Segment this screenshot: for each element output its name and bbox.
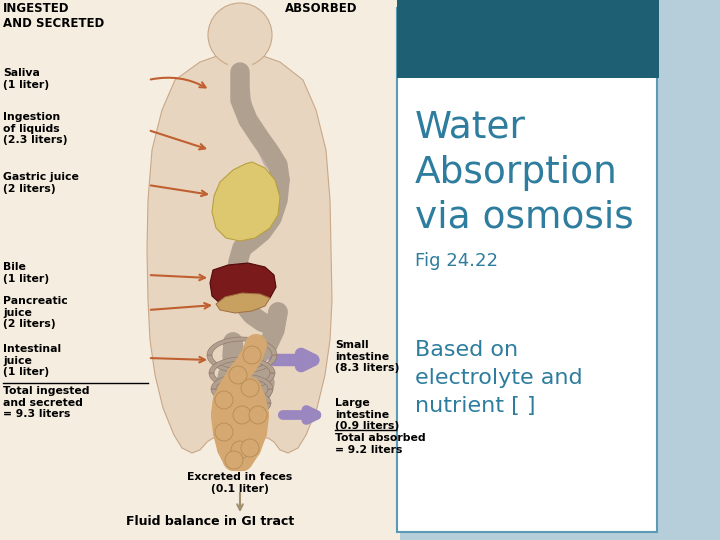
Circle shape xyxy=(249,406,267,424)
Polygon shape xyxy=(211,389,273,404)
Polygon shape xyxy=(209,357,275,373)
Text: electrolyte and: electrolyte and xyxy=(415,368,582,388)
Circle shape xyxy=(241,439,259,457)
Text: Ingestion
of liquids
(2.3 liters): Ingestion of liquids (2.3 liters) xyxy=(3,112,68,145)
Text: nutrient [ ]: nutrient [ ] xyxy=(415,396,536,416)
Text: Saliva
(1 liter): Saliva (1 liter) xyxy=(3,68,49,90)
Polygon shape xyxy=(234,70,272,172)
Text: Absorption: Absorption xyxy=(415,155,618,191)
Circle shape xyxy=(231,441,249,459)
Polygon shape xyxy=(210,263,276,308)
Text: ABSORBED: ABSORBED xyxy=(285,2,358,15)
Text: Small
intestine
(8.3 liters): Small intestine (8.3 liters) xyxy=(335,340,400,373)
Circle shape xyxy=(225,451,243,469)
Circle shape xyxy=(208,3,272,67)
Polygon shape xyxy=(207,355,277,373)
Bar xyxy=(0,0,400,540)
Polygon shape xyxy=(216,293,270,313)
Polygon shape xyxy=(207,337,277,355)
Text: Excreted in feces
(0.1 liter): Excreted in feces (0.1 liter) xyxy=(187,472,292,494)
Circle shape xyxy=(215,391,233,409)
Polygon shape xyxy=(212,162,280,241)
Circle shape xyxy=(241,379,259,397)
FancyBboxPatch shape xyxy=(397,8,657,532)
Polygon shape xyxy=(209,373,275,389)
Text: Fig 24.22: Fig 24.22 xyxy=(415,252,498,270)
Text: Total absorbed
= 9.2 liters: Total absorbed = 9.2 liters xyxy=(335,433,426,455)
Bar xyxy=(228,52,252,82)
Text: Total ingested
and secreted
= 9.3 liters: Total ingested and secreted = 9.3 liters xyxy=(3,386,89,419)
Text: Bile
(1 liter): Bile (1 liter) xyxy=(3,262,49,284)
Circle shape xyxy=(233,406,251,424)
Text: via osmosis: via osmosis xyxy=(415,200,634,236)
Polygon shape xyxy=(213,403,271,417)
Polygon shape xyxy=(213,389,271,403)
Text: Fluid balance in GI tract: Fluid balance in GI tract xyxy=(126,515,294,528)
Text: Intestinal
juice
(1 liter): Intestinal juice (1 liter) xyxy=(3,344,61,377)
Text: INGESTED
AND SECRETED: INGESTED AND SECRETED xyxy=(3,2,104,30)
Polygon shape xyxy=(211,374,273,389)
Bar xyxy=(660,0,720,540)
Bar xyxy=(397,0,659,78)
Polygon shape xyxy=(147,53,332,453)
Text: Water: Water xyxy=(415,110,526,146)
Circle shape xyxy=(229,366,247,384)
Text: Based on: Based on xyxy=(415,340,518,360)
Text: Gastric juice
(2 liters): Gastric juice (2 liters) xyxy=(3,172,79,194)
Text: Pancreatic
juice
(2 liters): Pancreatic juice (2 liters) xyxy=(3,296,68,329)
Circle shape xyxy=(243,346,261,364)
Text: Large
intestine
(0.9 liters): Large intestine (0.9 liters) xyxy=(335,398,400,431)
Circle shape xyxy=(215,423,233,441)
